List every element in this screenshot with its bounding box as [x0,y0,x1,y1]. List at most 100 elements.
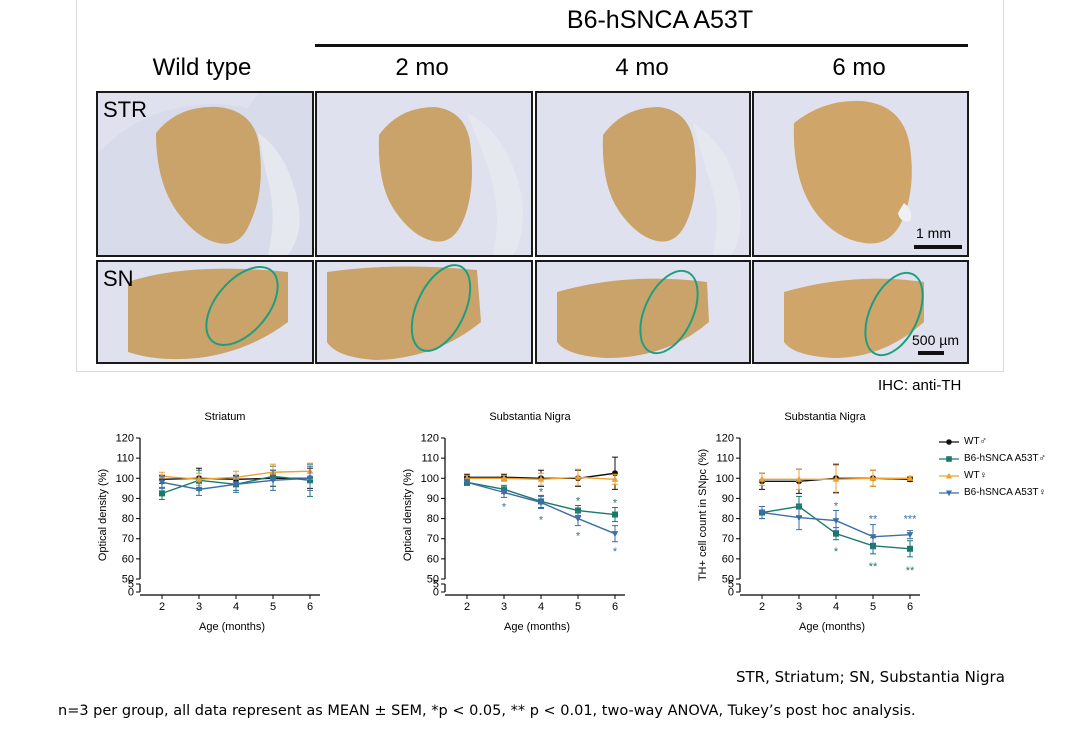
data-point [537,475,545,482]
data-point [758,510,766,517]
y-tick-label: 90 [722,493,734,505]
str-tissue-image [537,93,749,255]
data-point [575,507,581,514]
x-tick-label: 4 [538,601,544,613]
data-point [195,475,203,482]
column-label-4mo: 4 mo [615,54,669,81]
data-point [574,473,582,480]
y-tick-label: 70 [122,533,134,545]
chart-legend: WT♂ B6-hSNCA A53T♂ WT♀ B6-hSNCA A53T♀ [938,433,1046,501]
data-point [159,490,165,497]
data-point [795,475,803,482]
y-tick-label: 60 [427,553,439,565]
x-tick-label: 5 [575,601,581,613]
group-underline [315,44,968,47]
y-tick-label: 5 [728,579,734,591]
data-point [906,474,914,481]
significance-marker: * [502,501,507,513]
y-tick-label: 50 [722,574,734,586]
y-tick-label: 80 [122,513,134,525]
legend-marker-circle-icon [939,438,959,445]
data-point [832,475,840,482]
significance-marker: * [576,495,581,507]
x-tick-label: 3 [501,601,507,613]
group-title: B6-hSNCA A53T [566,6,754,34]
row-label-sn: SN [103,266,134,291]
legend-label: B6-hSNCA A53T♂ [964,453,1046,464]
y-axis-label: TH+ cell count in SNpc (%) [697,449,709,581]
y-tick-label: 120 [116,433,134,445]
y-axis-label: Optical density (%) [97,469,109,561]
legend-item: WT♂ [938,433,1046,450]
data-point [500,474,508,481]
data-point [906,532,914,539]
chart-title: Striatum [205,411,246,423]
data-point [232,481,240,488]
data-point [907,545,913,552]
y-tick-label: 100 [421,473,439,485]
str-tissue-image [98,93,312,255]
significance-marker: ** [869,561,878,573]
roi-ellipse [864,271,924,357]
y-tick-label: 90 [122,493,134,505]
y-tick-label: 0 [128,587,134,599]
legend-label: B6-hSNCA A53T♀ [964,487,1046,498]
series-group [758,504,914,550]
significance-marker: ** [869,514,878,526]
column-label-2mo: 2 mo [395,54,449,81]
y-tick-label: 100 [116,473,134,485]
significance-marker: *** [904,514,918,526]
sn-tissue-image [317,262,531,362]
significance-marker: * [576,531,581,543]
series-group [463,478,619,543]
y-tick-label: 5 [433,579,439,591]
data-point [158,479,166,486]
y-tick-label: 80 [722,513,734,525]
statistics-note: n=3 per group, all data represent as MEA… [58,703,916,719]
scalebar-sn-label: 500 µm [912,332,959,348]
roi-ellipse [410,264,472,352]
sn-panel-wild-type: SN [96,260,314,364]
column-label-6mo: 6 mo [832,54,886,81]
y-tick-label: 50 [122,574,134,586]
y-tick-label: 0 [728,587,734,599]
chart-title: Substantia Nigra [784,411,866,423]
x-axis-label: Age (months) [504,621,570,633]
scalebar-sn [918,351,944,355]
str-panel-2mo [315,91,533,257]
series-group [758,464,914,494]
x-tick-label: 4 [833,601,839,613]
x-axis-label: Age (months) [799,621,865,633]
str-tissue-image [754,93,967,255]
y-tick-label: 110 [116,453,134,465]
data-point [574,516,582,523]
str-panel-wild-type: STR [96,91,314,257]
y-tick-label: 5 [128,579,134,591]
sn-tissue-image [98,262,312,362]
significance-marker: ** [906,565,915,577]
data-point [869,534,877,541]
y-axis-label: Optical density (%) [402,469,414,561]
x-tick-label: 2 [464,601,470,613]
x-axis-label: Age (months) [199,621,265,633]
str-panel-4mo [535,91,751,257]
legend-marker-triangle-down-icon [939,490,959,496]
y-tick-label: 0 [433,587,439,599]
y-tick-label: 60 [122,553,134,565]
legend-marker-triangle-up-icon [939,472,959,478]
x-tick-label: 4 [233,601,239,613]
data-point [611,475,619,482]
sn-panel-6mo: 500 µm [752,260,969,364]
data-point [869,474,877,481]
significance-marker: * [613,497,618,509]
y-tick-label: 70 [722,533,734,545]
x-tick-label: 5 [870,601,876,613]
data-point [612,511,618,518]
data-point [611,531,619,538]
data-point [832,518,840,525]
y-tick-label: 100 [716,473,734,485]
y-tick-label: 70 [427,533,439,545]
